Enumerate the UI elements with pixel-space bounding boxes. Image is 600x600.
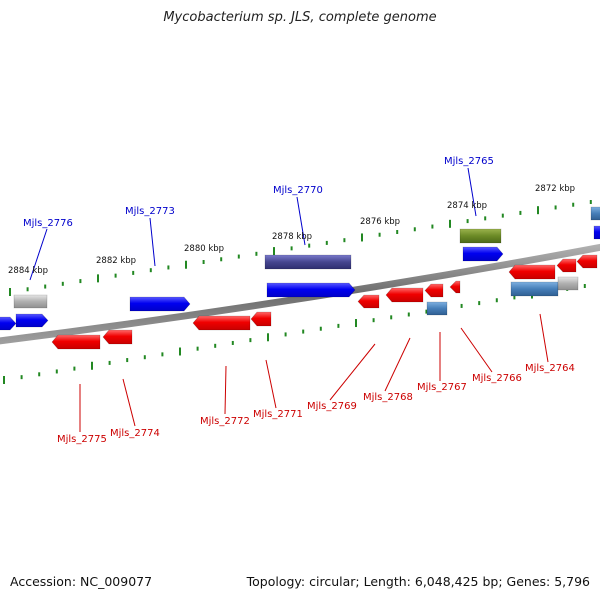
- gene-red-small-1-body: [556, 258, 577, 273]
- gene-grey-2-body: [557, 276, 579, 291]
- gene-mjls-2770-body: [264, 254, 352, 270]
- gene-steel-2767: [426, 301, 448, 316]
- gene-steel-edge-body: [590, 206, 600, 221]
- leader-mjls-2773: [149, 217, 156, 267]
- gene-mjls-2764-body: [510, 281, 559, 297]
- gene-mjls-2777: [0, 316, 17, 331]
- gene-mjls-2776: [15, 313, 49, 328]
- topology-text: Topology: circular; Length: 6,048,425 bp…: [246, 574, 590, 589]
- gene-label-mjls-2770[interactable]: Mjls_2770: [273, 185, 323, 196]
- gene-mjls-2771-fwd: [266, 282, 356, 298]
- position-label-2884: 2884 kbp: [8, 266, 48, 276]
- position-label-2874: 2874 kbp: [447, 201, 487, 211]
- gene-mjls-2775: [51, 334, 101, 350]
- gene-mjls-2765-olive-body: [459, 228, 502, 244]
- leader-mjls-2774: [122, 378, 136, 427]
- gene-mjls-2766: [449, 280, 461, 294]
- leader-mjls-2764: [539, 313, 549, 363]
- gene-mjls-2772: [192, 315, 251, 331]
- gene-label-mjls-2772[interactable]: Mjls_2772: [200, 416, 250, 427]
- gene-mjls-2764-red: [508, 264, 556, 280]
- gene-mjls-2764: [510, 281, 559, 297]
- label-leaders: [29, 167, 549, 432]
- gene-mjls-2767-body: [424, 283, 444, 298]
- leader-mjls-2771: [265, 359, 277, 409]
- gene-mjls-2775-body: [51, 334, 101, 350]
- gene-mjls-2776-body: [15, 313, 49, 328]
- gene-mjls-2768: [385, 287, 424, 303]
- gene-steel-2767-body: [426, 301, 448, 316]
- position-label-2876: 2876 kbp: [360, 217, 400, 227]
- gene-mjls-2777-body: [0, 316, 17, 331]
- gene-label-mjls-2767[interactable]: Mjls_2767: [417, 382, 467, 393]
- gene-blue-edge: [593, 225, 600, 240]
- gene-mjls-2769: [357, 294, 380, 309]
- gene-mjls-2768-body: [385, 287, 424, 303]
- gene-mjls-2769-body: [357, 294, 380, 309]
- gene-mjls-2771-fwd-body: [266, 282, 356, 298]
- gene-red-small-2: [576, 254, 598, 269]
- leader-mjls-2776: [29, 228, 48, 281]
- gene-label-mjls-2773[interactable]: Mjls_2773: [125, 206, 175, 217]
- gene-mjls-2764-red-body: [508, 264, 556, 280]
- gene-label-mjls-2769[interactable]: Mjls_2769: [307, 401, 357, 412]
- gene-steel-edge: [590, 206, 600, 221]
- gene-grey-2: [557, 276, 579, 291]
- gene-label-mjls-2766[interactable]: Mjls_2766: [472, 373, 522, 384]
- genome-backbone: [0, 243, 600, 345]
- accession-text: Accession: NC_009077: [10, 574, 153, 589]
- gene-mjls-2771-body: [250, 311, 272, 327]
- gene-blue-edge-body: [593, 225, 600, 240]
- position-label-2880: 2880 kbp: [184, 244, 224, 254]
- gene-mjls-2765-body: [462, 246, 504, 262]
- gene-label-mjls-2776[interactable]: Mjls_2776: [23, 218, 73, 229]
- genes: [0, 206, 600, 350]
- map-title: Mycobacterium sp. JLS, complete genome: [163, 10, 437, 25]
- gene-label-mjls-2775[interactable]: Mjls_2775: [57, 434, 107, 445]
- leader-mjls-2768: [384, 337, 411, 392]
- position-label-2872: 2872 kbp: [535, 184, 575, 194]
- gene-mjls-2774-body: [102, 329, 133, 345]
- leader-mjls-2772: [224, 365, 227, 415]
- gene-red-small-1: [556, 258, 577, 273]
- gene-label-mjls-2771[interactable]: Mjls_2771: [253, 409, 303, 420]
- leader-mjls-2766: [460, 327, 493, 373]
- gene-mjls-2771: [250, 311, 272, 327]
- gene-mjls-2773-body: [129, 296, 191, 312]
- position-label-2878: 2878 kbp: [272, 232, 312, 242]
- leader-mjls-2769: [329, 343, 376, 401]
- leader-mjls-2765: [467, 167, 477, 217]
- gene-mjls-2772-body: [192, 315, 251, 331]
- gene-mjls-2765: [462, 246, 504, 262]
- leader-mjls-2770: [296, 196, 306, 246]
- gene-mjls-2770: [264, 254, 352, 270]
- gene-mjls-2774: [102, 329, 133, 345]
- gene-mjls-2773: [129, 296, 191, 312]
- tick-marks: [3, 200, 592, 384]
- position-label-2882: 2882 kbp: [96, 256, 136, 266]
- gene-mjls-2767: [424, 283, 444, 298]
- gene-label-mjls-2774[interactable]: Mjls_2774: [110, 428, 160, 439]
- gene-red-small-2-body: [576, 254, 598, 269]
- gene-label-mjls-2768[interactable]: Mjls_2768: [363, 392, 413, 403]
- gene-mjls-2766-body: [449, 280, 461, 294]
- gene-grey-1: [13, 294, 48, 309]
- gene-label-mjls-2765[interactable]: Mjls_2765: [444, 156, 494, 167]
- gene-label-mjls-2764[interactable]: Mjls_2764: [525, 363, 575, 374]
- gene-grey-1-body: [13, 294, 48, 309]
- gene-mjls-2765-olive: [459, 228, 502, 244]
